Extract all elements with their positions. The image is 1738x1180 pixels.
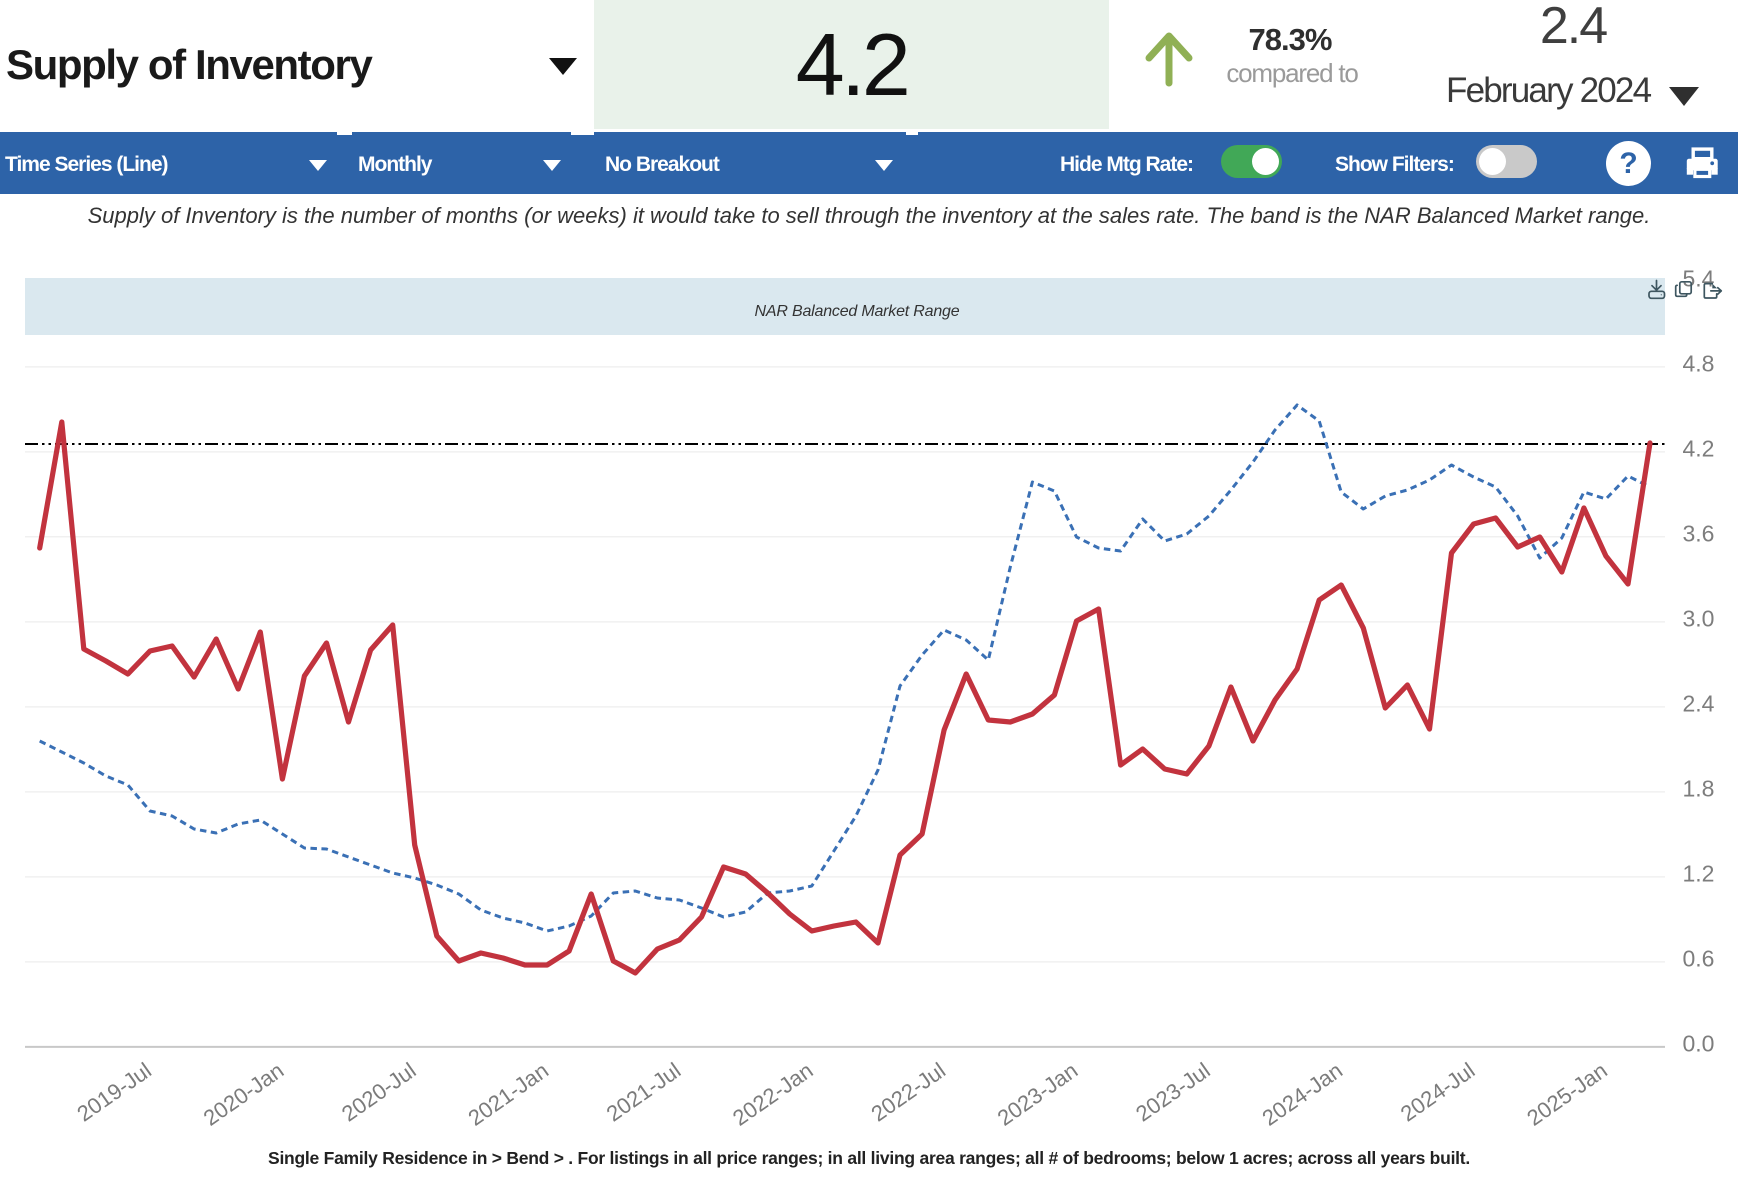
svg-text:2.4: 2.4: [1683, 690, 1715, 716]
svg-text:2024-Jul: 2024-Jul: [1396, 1058, 1479, 1127]
svg-text:4.8: 4.8: [1683, 350, 1715, 376]
svg-text:NAR Balanced Market Range: NAR Balanced Market Range: [755, 303, 960, 320]
svg-text:3.0: 3.0: [1683, 605, 1715, 631]
svg-text:2022-Jan: 2022-Jan: [728, 1058, 817, 1131]
svg-text:2024-Jan: 2024-Jan: [1258, 1058, 1347, 1131]
svg-text:4.2: 4.2: [1683, 435, 1715, 461]
svg-text:2022-Jul: 2022-Jul: [866, 1058, 949, 1127]
svg-text:5.4: 5.4: [1683, 265, 1715, 291]
svg-text:2020-Jul: 2020-Jul: [337, 1058, 420, 1127]
svg-text:2023-Jul: 2023-Jul: [1131, 1058, 1214, 1127]
svg-text:2025-Jan: 2025-Jan: [1522, 1058, 1611, 1131]
svg-text:3.6: 3.6: [1683, 520, 1715, 546]
svg-text:2019-Jul: 2019-Jul: [72, 1058, 155, 1127]
svg-text:2023-Jan: 2023-Jan: [993, 1058, 1082, 1131]
svg-text:2021-Jan: 2021-Jan: [463, 1058, 552, 1131]
svg-text:1.8: 1.8: [1683, 775, 1715, 801]
svg-text:2021-Jul: 2021-Jul: [602, 1058, 685, 1127]
svg-text:0.0: 0.0: [1683, 1030, 1715, 1056]
svg-text:1.2: 1.2: [1683, 860, 1715, 886]
svg-text:2020-Jan: 2020-Jan: [199, 1058, 288, 1131]
svg-text:0.6: 0.6: [1683, 945, 1715, 971]
